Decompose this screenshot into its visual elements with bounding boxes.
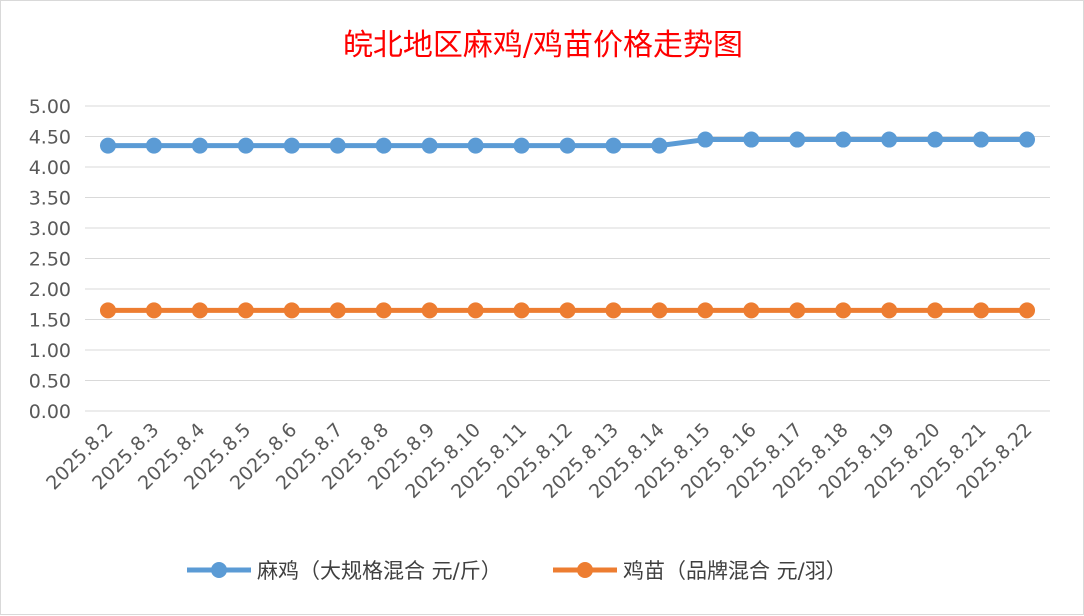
series-0-point[interactable]	[743, 131, 760, 148]
y-tick-label: 1.50	[29, 310, 71, 332]
y-tick-label: 2.50	[29, 249, 71, 271]
series-1-point[interactable]	[881, 302, 898, 319]
series-0-point[interactable]	[421, 137, 438, 154]
series-1-point[interactable]	[743, 302, 760, 319]
series-0-point[interactable]	[467, 137, 484, 154]
y-tick-label: 0.50	[29, 371, 71, 393]
series-1-point[interactable]	[835, 302, 852, 319]
y-tick-label: 0.00	[29, 401, 71, 423]
series-1-point[interactable]	[99, 302, 116, 319]
legend-marker-jimiao	[577, 562, 593, 578]
series-1-point[interactable]	[651, 302, 668, 319]
legend-item-majī[interactable]: 麻鸡（大规格混合 元/斤）	[187, 559, 502, 583]
series-0-point[interactable]	[651, 137, 668, 154]
series-1-point[interactable]	[467, 302, 484, 319]
y-tick-label: 1.00	[29, 340, 71, 362]
series-1-point[interactable]	[559, 302, 576, 319]
series-1-point[interactable]	[283, 302, 300, 319]
y-tick-label: 5.00	[29, 96, 71, 118]
series-1-point[interactable]	[973, 302, 990, 319]
series-0-point[interactable]	[99, 137, 116, 154]
y-tick-label: 2.00	[29, 279, 71, 301]
series-1-point[interactable]	[927, 302, 944, 319]
series-1-point[interactable]	[605, 302, 622, 319]
series-0-point[interactable]	[559, 137, 576, 154]
series-1-point[interactable]	[375, 302, 392, 319]
series-0-point[interactable]	[283, 137, 300, 154]
series-1-point[interactable]	[1019, 302, 1036, 319]
series-0-point[interactable]	[191, 137, 208, 154]
series-1-point[interactable]	[513, 302, 530, 319]
y-tick-label: 3.50	[29, 188, 71, 210]
legend-item-jimiao[interactable]: 鸡苗（品牌混合 元/羽）	[553, 559, 847, 583]
series-0-point[interactable]	[973, 131, 990, 148]
series-1-point[interactable]	[789, 302, 806, 319]
series-0-point[interactable]	[881, 131, 898, 148]
series-1-point[interactable]	[145, 302, 162, 319]
series-1-point[interactable]	[191, 302, 208, 319]
chart-title: 皖北地区麻鸡/鸡苗价格走势图	[343, 28, 743, 63]
series-0-point[interactable]	[697, 131, 714, 148]
y-tick-label: 3.00	[29, 218, 71, 240]
series-0-point[interactable]	[927, 131, 944, 148]
series-1-point[interactable]	[329, 302, 346, 319]
series-0-point[interactable]	[605, 137, 622, 154]
series-0-point[interactable]	[789, 131, 806, 148]
y-tick-label: 4.50	[29, 127, 71, 149]
legend-marker-majī	[211, 562, 227, 578]
series-0-point[interactable]	[145, 137, 162, 154]
series-1-point[interactable]	[697, 302, 714, 319]
legend-label-majī: 麻鸡（大规格混合 元/斤）	[257, 559, 502, 583]
y-tick-label: 4.00	[29, 157, 71, 179]
series-0-point[interactable]	[375, 137, 392, 154]
series-0-point[interactable]	[329, 137, 346, 154]
legend-label-jimiao: 鸡苗（品牌混合 元/羽）	[623, 559, 847, 583]
series-1-point[interactable]	[421, 302, 438, 319]
series-1-point[interactable]	[237, 302, 254, 319]
x-axis-ticks: 2025.8.22025.8.32025.8.42025.8.52025.8.6…	[42, 419, 1036, 503]
legend: 麻鸡（大规格混合 元/斤） 鸡苗（品牌混合 元/羽）	[187, 559, 847, 583]
series-0-point[interactable]	[835, 131, 852, 148]
series-0-point[interactable]	[513, 137, 530, 154]
series-0-point[interactable]	[1019, 131, 1036, 148]
y-axis-ticks: 0.00 0.50 1.00 1.50 2.00 2.50 3.00 3.50 4.00 4.50…	[29, 96, 71, 423]
series-0-point[interactable]	[237, 137, 254, 154]
series-layer	[99, 131, 1036, 319]
